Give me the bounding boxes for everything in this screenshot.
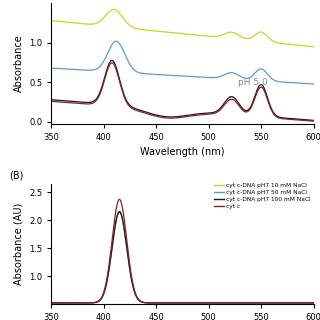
X-axis label: Wavelength (nm): Wavelength (nm) xyxy=(140,147,225,157)
Text: (B): (B) xyxy=(9,171,24,181)
Y-axis label: Absorbance (AU): Absorbance (AU) xyxy=(13,203,23,285)
Y-axis label: Absorbance: Absorbance xyxy=(13,35,23,92)
Text: pH 5.0: pH 5.0 xyxy=(237,78,267,87)
Legend: cyt c-DNA pH7 10 mM NaCl, cyt c-DNA pH7 50 mM NaCl, cyt c-DNA pH7 100 mM NaCl, c: cyt c-DNA pH7 10 mM NaCl, cyt c-DNA pH7 … xyxy=(211,180,313,212)
